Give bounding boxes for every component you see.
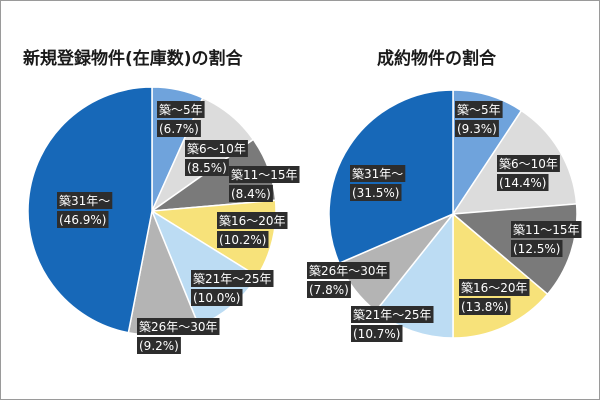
label-box	[351, 325, 403, 342]
label-box	[497, 174, 549, 191]
label-box	[191, 289, 243, 306]
label-box	[217, 231, 269, 248]
pie-0-slice-6	[27, 86, 153, 334]
category-label: 築6～10年	[499, 156, 558, 171]
category-label: 築31年～	[59, 193, 110, 208]
label-box	[511, 240, 563, 257]
value-label: (46.9%)	[59, 213, 106, 227]
pie-1-label-0: 築～5年 (9.3%)	[455, 101, 503, 137]
value-label: (31.5%)	[352, 186, 399, 200]
value-label: (12.5%)	[513, 242, 560, 256]
label-box	[229, 185, 273, 202]
label-box	[229, 166, 300, 183]
pie-0-label-0: 築～5年 (6.7%)	[157, 101, 205, 137]
chart-title-new-listings: 新規登録物件(在庫数)の割合	[23, 49, 243, 69]
pie-0-label-3: 築16～20年 (10.2%)	[217, 212, 288, 248]
pie-1-label-1: 築6～10年 (14.4%)	[497, 155, 560, 191]
category-label: 築11～15年	[513, 222, 580, 237]
label-box	[137, 337, 181, 354]
value-label: (6.7%)	[159, 122, 199, 136]
pie-1	[328, 89, 578, 339]
label-box	[307, 262, 390, 279]
value-label: (7.8%)	[309, 283, 349, 297]
value-label: (9.3%)	[457, 122, 497, 136]
category-label: 築6～10年	[187, 141, 246, 156]
pie-0-label-5: 築26年～30年 (9.2%)	[137, 318, 220, 354]
pie-1-label-5: 築26年～30年 (7.8%)	[307, 262, 390, 298]
category-label: 築31年～	[352, 166, 403, 181]
category-label: 築21年～25年	[353, 307, 432, 322]
pie-1-label-3: 築16～20年 (13.8%)	[459, 279, 530, 315]
label-box	[459, 279, 530, 296]
label-box	[157, 101, 205, 118]
label-box	[191, 270, 274, 287]
value-label: (8.5%)	[187, 161, 227, 175]
label-box	[137, 318, 220, 335]
label-box	[511, 221, 582, 238]
label-box	[57, 211, 109, 228]
category-label: 築16～20年	[461, 280, 528, 295]
label-box	[157, 120, 201, 137]
value-label: (10.7%)	[353, 327, 400, 341]
category-label: 築26年～30年	[139, 319, 218, 334]
pie-0-label-4: 築21年～25年 (10.0%)	[191, 270, 274, 306]
label-box	[459, 298, 511, 315]
label-box	[350, 165, 406, 182]
pie-0-label-6: 築31年～ (46.9%)	[57, 192, 113, 228]
label-box	[217, 212, 288, 229]
value-label: (8.4%)	[231, 187, 271, 201]
label-box	[497, 155, 560, 172]
chart-title-contracts: 成約物件の割合	[377, 49, 496, 69]
category-label: 築11～15年	[231, 167, 298, 182]
label-box	[350, 184, 402, 201]
category-label: 築26年～30年	[309, 263, 388, 278]
value-label: (13.8%)	[461, 300, 508, 314]
value-label: (10.0%)	[193, 291, 240, 305]
label-box	[57, 192, 113, 209]
value-label: (14.4%)	[499, 176, 546, 190]
label-box	[185, 159, 229, 176]
label-box	[185, 140, 248, 157]
label-box	[307, 281, 351, 298]
pie-0-label-2: 築11～15年 (8.4%)	[229, 166, 300, 202]
value-label: (9.2%)	[139, 339, 179, 353]
pie-1-label-2: 築11～15年 (12.5%)	[511, 221, 582, 257]
label-box	[351, 306, 434, 323]
value-label: (10.2%)	[219, 233, 266, 247]
pie-1-label-4: 築21年～25年 (10.7%)	[351, 306, 434, 342]
category-label: 築16～20年	[219, 213, 286, 228]
category-label: 築～5年	[159, 102, 203, 117]
label-box	[455, 101, 503, 118]
label-box	[455, 120, 499, 137]
category-label: 築～5年	[457, 102, 501, 117]
pie-1-label-6: 築31年～ (31.5%)	[350, 165, 406, 201]
pie-0-label-1: 築6～10年 (8.5%)	[185, 140, 248, 176]
category-label: 築21年～25年	[193, 271, 272, 286]
